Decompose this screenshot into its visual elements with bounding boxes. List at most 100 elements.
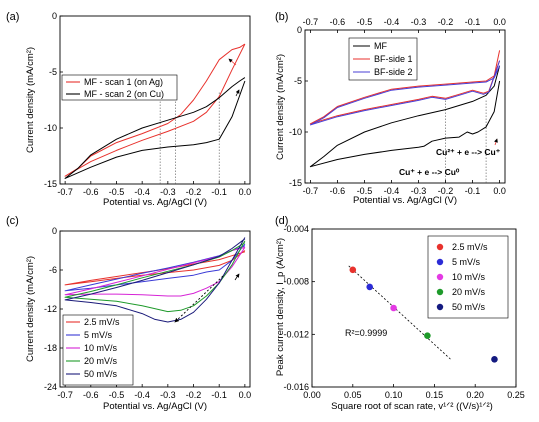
legend-label-c1: 5 mV/s [84,330,113,340]
scan-direction-arrow-a1 [228,58,237,66]
plot-frame-a [59,15,251,185]
top-x-tick-label: -0.5 [357,17,373,27]
x-axis-label-c: Potential vs. Ag/AgCl (V) [103,401,207,412]
annotation-cu1-to-cu0: Cu⁺ + e --> Cu⁰ [399,167,460,177]
top-x-tick-label: -0.2 [438,17,454,27]
annotation-cu2-to-cu1: Cu²⁺ + e --> Cu⁺ [436,147,501,157]
legend-label-bf2: BF-side 2 [374,67,413,77]
x-tick-label: -0.4 [134,390,150,400]
legend-label-scan1: MF - scan 1 (on Ag) [84,77,163,87]
scan-direction-arrow-b [494,138,498,146]
y-tick-label: 0 [52,11,57,21]
series-line-1-0 [309,65,501,168]
x-tick-label: 0.10 [385,390,403,400]
legend-label-c3: 20 mV/s [84,356,118,366]
series-line-2-2 [64,246,246,297]
x-tick-label: 0.0 [239,187,252,197]
x-tick-label: -0.2 [186,187,202,197]
legend-label-c0: 2.5 mV/s [84,317,120,327]
y-axis-label-d: Peak current density, I_p (A/cm²) [275,238,286,376]
data-point-0 [349,266,357,274]
plot-frame-d [311,228,517,388]
series-line-0-0 [64,43,246,177]
panel-label-a: (a) [6,11,19,23]
x-tick-label: -0.7 [57,187,73,197]
x-tick-label: -0.6 [330,186,346,196]
x-tick-label: -0.3 [160,390,176,400]
top-x-tick-label: -0.6 [330,17,346,27]
legend-label-scan2: MF - scan 2 (on Cu) [84,89,164,99]
panel-a: -0.7 -0.6 -0.5 -0.4 -0.3 -0.2 -0.1 0.0 -15 -10 -5 0… [25,11,251,208]
panel-label-b: (b) [275,11,288,23]
fit-line [348,265,451,360]
r-squared-annotation: R²=0.9999 [345,328,387,338]
x-tick-label: -0.7 [303,186,319,196]
x-tick-label: 0.25 [507,390,525,400]
legend-marker-d4 [436,303,444,311]
legend-label-d1: 5 mV/s [452,257,481,267]
y-tick-label: -15 [289,178,302,188]
y-axis-label-b: Current density (mA/cm²) [275,54,286,160]
y-axis-label-c: Current density (mA/cm²) [25,256,36,362]
series-line-1-2 [309,60,501,126]
y-tick-label: -5 [49,67,57,77]
y-tick-label: 0 [297,25,302,35]
y-tick-label: -10 [44,123,57,133]
x-tick-label: -0.5 [109,390,125,400]
top-x-tick-label: 0.0 [493,17,506,27]
x-tick-label: -0.2 [438,186,454,196]
legend-label-d3: 20 mV/s [452,287,486,297]
x-tick-label: 0.05 [344,390,362,400]
y-tick-label: -5 [294,76,302,86]
panel-c: -0.7 -0.6 -0.5 -0.4 -0.3 -0.2 -0.1 0.0 -24 -18 -12… [25,226,251,412]
data-point-1 [366,283,373,291]
data-point-2 [390,304,397,312]
x-tick-label: 0.00 [303,390,321,400]
top-x-tick-label: -0.3 [411,17,427,27]
series-line-1-1 [309,50,501,125]
y-tick-label: -12 [44,304,57,314]
y-tick-label: -0.016 [283,382,309,392]
legend-label-bf1: BF-side 1 [374,54,413,64]
legend-label-d4: 50 mV/s [452,302,486,312]
legend-a: MF - scan 1 (on Ag) MF - scan 2 (on Cu) [61,74,178,101]
legend-label-mf: MF [374,41,387,51]
x-tick-label: -0.4 [384,186,400,196]
x-tick-label: -0.3 [411,186,427,196]
scan-direction-arrow-a2 [235,89,240,97]
x-tick-label: -0.6 [83,390,99,400]
series-line-2-4 [64,237,246,323]
panel-d: 0.00 0.05 0.10 0.15 0.20 0.25 -0.016 -0.012 -0.0… [275,224,525,412]
y-tick-label: -15 [44,179,57,189]
legend-marker-d1 [436,258,444,266]
top-x-tick-label: -0.1 [465,17,481,27]
legend-d: 2.5 mV/s 5 mV/s 10 mV/s 20 mV/s 50 mV/s [427,235,509,319]
y-tick-label: -0.008 [283,277,309,287]
legend-label-d0: 2.5 mV/s [452,242,488,252]
x-tick-label: -0.7 [57,390,73,400]
x-tick-label: 0.15 [426,390,444,400]
legend-c: 2.5 mV/s 5 mV/s 10 mV/s 20 mV/s 50 mV/s [62,314,134,386]
legend-label-c4: 50 mV/s [84,369,118,379]
x-tick-label: -0.5 [357,186,373,196]
x-tick-label: -0.1 [211,390,227,400]
x-tick-label: -0.4 [134,187,150,197]
legend-label-c2: 10 mV/s [84,343,118,353]
x-axis-label-a: Potential vs. Ag/AgCl (V) [103,197,207,208]
x-tick-label: -0.3 [160,187,176,197]
legend-b: MF BF-side 1 BF-side 2 [348,37,418,81]
data-point-4 [491,356,498,363]
y-tick-label: -10 [289,127,302,137]
x-tick-label: 0.20 [466,390,484,400]
top-x-tick-label: -0.7 [303,17,319,27]
y-axis-label-a: Current density (mA/cm²) [25,47,36,153]
legend-marker-d3 [436,288,444,296]
x-tick-label: 0.0 [239,390,252,400]
y-tick-label: -24 [44,382,57,392]
x-tick-label: -0.6 [83,187,99,197]
y-tick-label: 0 [52,226,57,236]
legend-label-d2: 10 mV/s [452,272,486,282]
panel-label-d: (d) [275,215,288,227]
data-point-3 [424,332,431,339]
